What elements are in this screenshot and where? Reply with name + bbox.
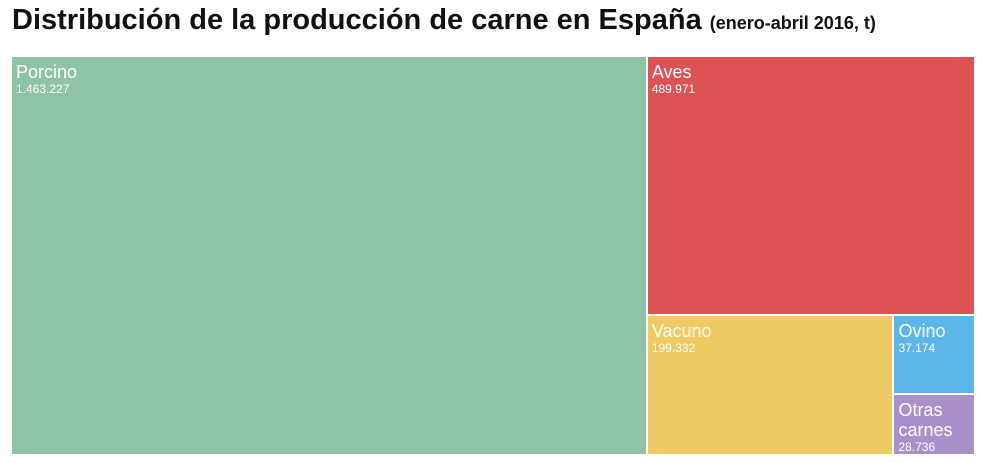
treemap-cell: Vacuno 199.332 bbox=[646, 314, 894, 455]
chart-title: Distribución de la producción de carne e… bbox=[12, 4, 702, 36]
cell-label: Ovino bbox=[898, 320, 946, 341]
value-label: 28.736 bbox=[898, 439, 936, 454]
cell-label: Otras carnes bbox=[898, 399, 953, 440]
cell-label: Aves bbox=[651, 62, 692, 82]
value-label: 37.174 bbox=[898, 340, 936, 355]
chart-subtitle: (enero-abril 2016, t) bbox=[709, 13, 876, 33]
treemap-cell: Otras carnes 28.736 bbox=[893, 393, 975, 455]
treemap-cell: Aves 489.971 bbox=[646, 56, 975, 315]
value-label: 1.463.227 bbox=[16, 82, 70, 96]
treemap-cell: Porcino 1.463.227 bbox=[11, 56, 647, 455]
value-label: 489.971 bbox=[651, 82, 696, 96]
value-label: 199.332 bbox=[651, 340, 696, 355]
cell-label: Porcino bbox=[16, 62, 78, 82]
treemap-cell: Ovino 37.174 bbox=[893, 314, 975, 394]
cell-label: Vacuno bbox=[651, 320, 712, 341]
treemap: Porcino 1.463.227 Aves 489.971 Vacuno 199.332… bbox=[11, 56, 975, 455]
chart-title-block: Distribución de la producción de carne e… bbox=[12, 4, 876, 37]
